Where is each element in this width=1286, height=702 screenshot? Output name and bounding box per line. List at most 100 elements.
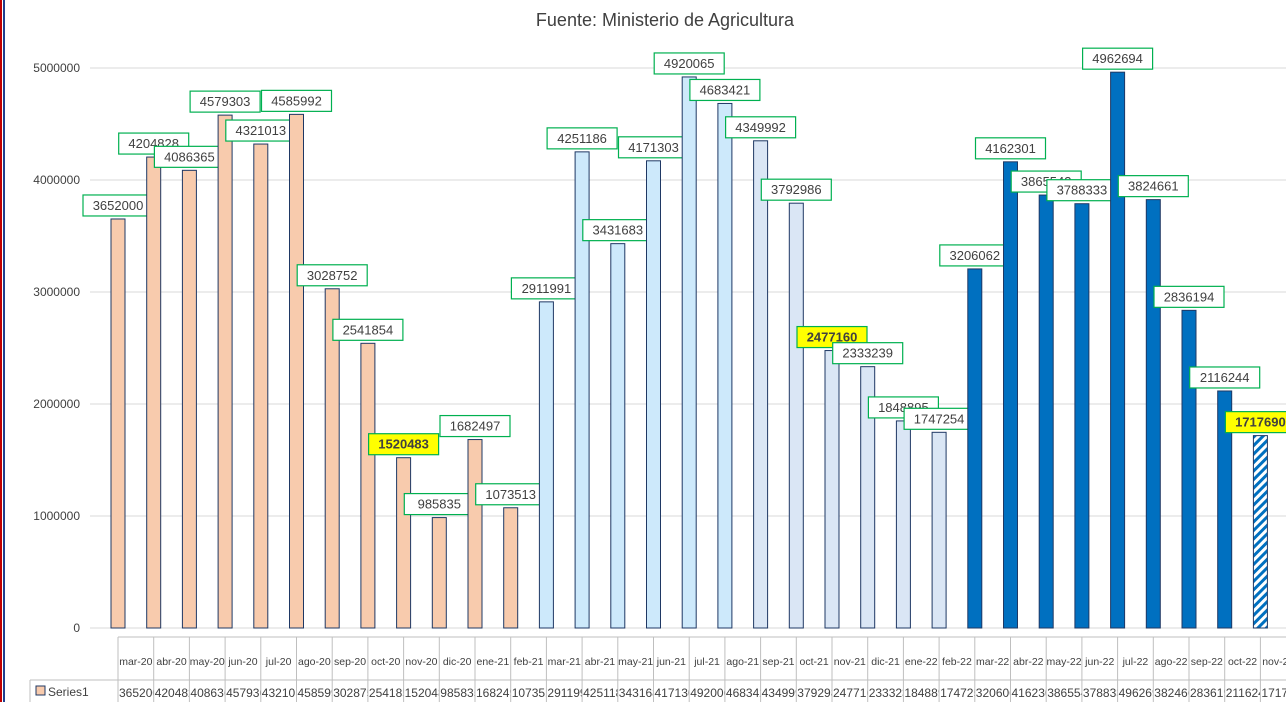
table-value: 2836194 <box>1190 686 1237 700</box>
table-value: 1682497 <box>476 686 523 700</box>
data-label: 1073513 <box>485 487 536 502</box>
x-tick-label: nov-21 <box>834 656 866 668</box>
bar <box>788 202 804 629</box>
data-label: 3824661 <box>1128 179 1179 194</box>
data-label: 2477160 <box>807 330 858 345</box>
table-value: 1848895 <box>904 686 951 700</box>
x-tick-label: may-20 <box>190 656 225 668</box>
bar <box>467 439 483 629</box>
bar <box>1110 71 1126 629</box>
data-label: 3206062 <box>949 248 1000 263</box>
data-label-box <box>189 90 261 113</box>
data-label: 1520483 <box>378 437 429 452</box>
table-value: 1717690 <box>1261 686 1286 700</box>
table-value: 2477160 <box>833 686 880 700</box>
table-value: 3431683 <box>619 686 666 700</box>
y-tick-label: 1000000 <box>33 509 80 523</box>
table-value: 4349992 <box>762 686 809 700</box>
data-label-box <box>689 78 761 102</box>
table-value: 4171303 <box>655 686 702 700</box>
bar <box>824 350 840 629</box>
x-tick-label: may-21 <box>618 656 653 668</box>
x-tick-label: dic-21 <box>871 656 900 668</box>
x-tick-label: ene-22 <box>905 656 938 668</box>
table-value: 4579303 <box>226 686 273 700</box>
x-tick-label: oct-21 <box>800 656 829 668</box>
data-label: 3028752 <box>307 268 358 283</box>
table-value: 1073513 <box>512 686 559 700</box>
data-label-box <box>1153 285 1225 308</box>
x-tick-label: ene-21 <box>476 656 509 668</box>
x-tick-label: sep-21 <box>762 656 794 668</box>
data-label-box <box>439 414 511 438</box>
data-label-box <box>260 89 333 112</box>
x-tick-label: abr-21 <box>585 656 616 668</box>
x-tick-label: ago-22 <box>1155 656 1188 668</box>
x-tick-label: jul-21 <box>693 656 720 668</box>
bar <box>217 114 233 629</box>
data-label: 4962694 <box>1092 51 1143 66</box>
data-label: 4321013 <box>235 123 286 138</box>
table-value: 4683421 <box>726 686 773 700</box>
bar <box>396 457 412 629</box>
x-tick-label: sep-20 <box>334 656 366 668</box>
bar <box>610 243 626 629</box>
table-value: 4204828 <box>155 686 202 700</box>
data-label-box <box>332 318 404 341</box>
data-label: 2541854 <box>343 322 394 337</box>
x-tick-label: abr-20 <box>156 656 187 668</box>
bar <box>360 342 376 629</box>
table-value: 2911991 <box>547 686 593 700</box>
data-label: 2836194 <box>1164 289 1215 304</box>
table-value: 1520483 <box>405 686 452 700</box>
bar <box>146 156 162 629</box>
data-label: 4579303 <box>200 94 251 109</box>
bar <box>431 517 447 629</box>
data-label: 4920065 <box>664 56 715 71</box>
bar <box>931 431 947 629</box>
bar <box>860 366 876 629</box>
data-label: 2911991 <box>522 281 572 296</box>
data-label-box <box>368 433 440 456</box>
table-value: 3824661 <box>1154 686 1201 700</box>
x-tick-label: jul-22 <box>1122 656 1149 668</box>
table-value: 3206062 <box>976 686 1023 700</box>
table-value: 3792986 <box>797 686 844 700</box>
bar <box>1145 199 1161 629</box>
bar <box>1217 390 1233 629</box>
bar <box>181 169 197 629</box>
data-label-box <box>724 116 797 139</box>
table-value: 3865543 <box>1047 686 1094 700</box>
x-tick-label: jun-22 <box>1084 656 1114 668</box>
bar <box>1038 194 1054 629</box>
data-label: 3788333 <box>1057 183 1108 198</box>
x-tick-label: jun-21 <box>656 656 686 668</box>
legend-label: Series1 <box>48 685 89 699</box>
bar <box>110 218 126 629</box>
bar <box>1074 203 1090 629</box>
data-label: 1747254 <box>914 411 965 426</box>
table-value: 4321013 <box>262 686 309 700</box>
x-tick-label: sep-22 <box>1191 656 1223 668</box>
bar <box>538 301 554 629</box>
data-label-box <box>653 52 725 75</box>
x-tick-label: feb-22 <box>942 656 972 668</box>
bar <box>289 113 304 629</box>
data-label: 3792986 <box>771 182 822 197</box>
data-label: 2116244 <box>1200 370 1250 385</box>
data-label: 4162301 <box>985 141 1036 156</box>
x-tick-label: may-22 <box>1047 656 1082 668</box>
data-label: 4086365 <box>164 149 215 164</box>
x-tick-label: dic-20 <box>443 656 472 668</box>
data-label: 4683421 <box>700 82 751 97</box>
x-tick-label: oct-22 <box>1228 656 1257 668</box>
x-tick-label: jul-20 <box>265 656 292 668</box>
data-label-box <box>1189 366 1261 389</box>
bar <box>324 288 340 629</box>
x-tick-label: ago-21 <box>726 656 759 668</box>
data-label-box <box>832 342 904 365</box>
bar <box>253 143 269 629</box>
data-label: 4171303 <box>628 140 679 155</box>
